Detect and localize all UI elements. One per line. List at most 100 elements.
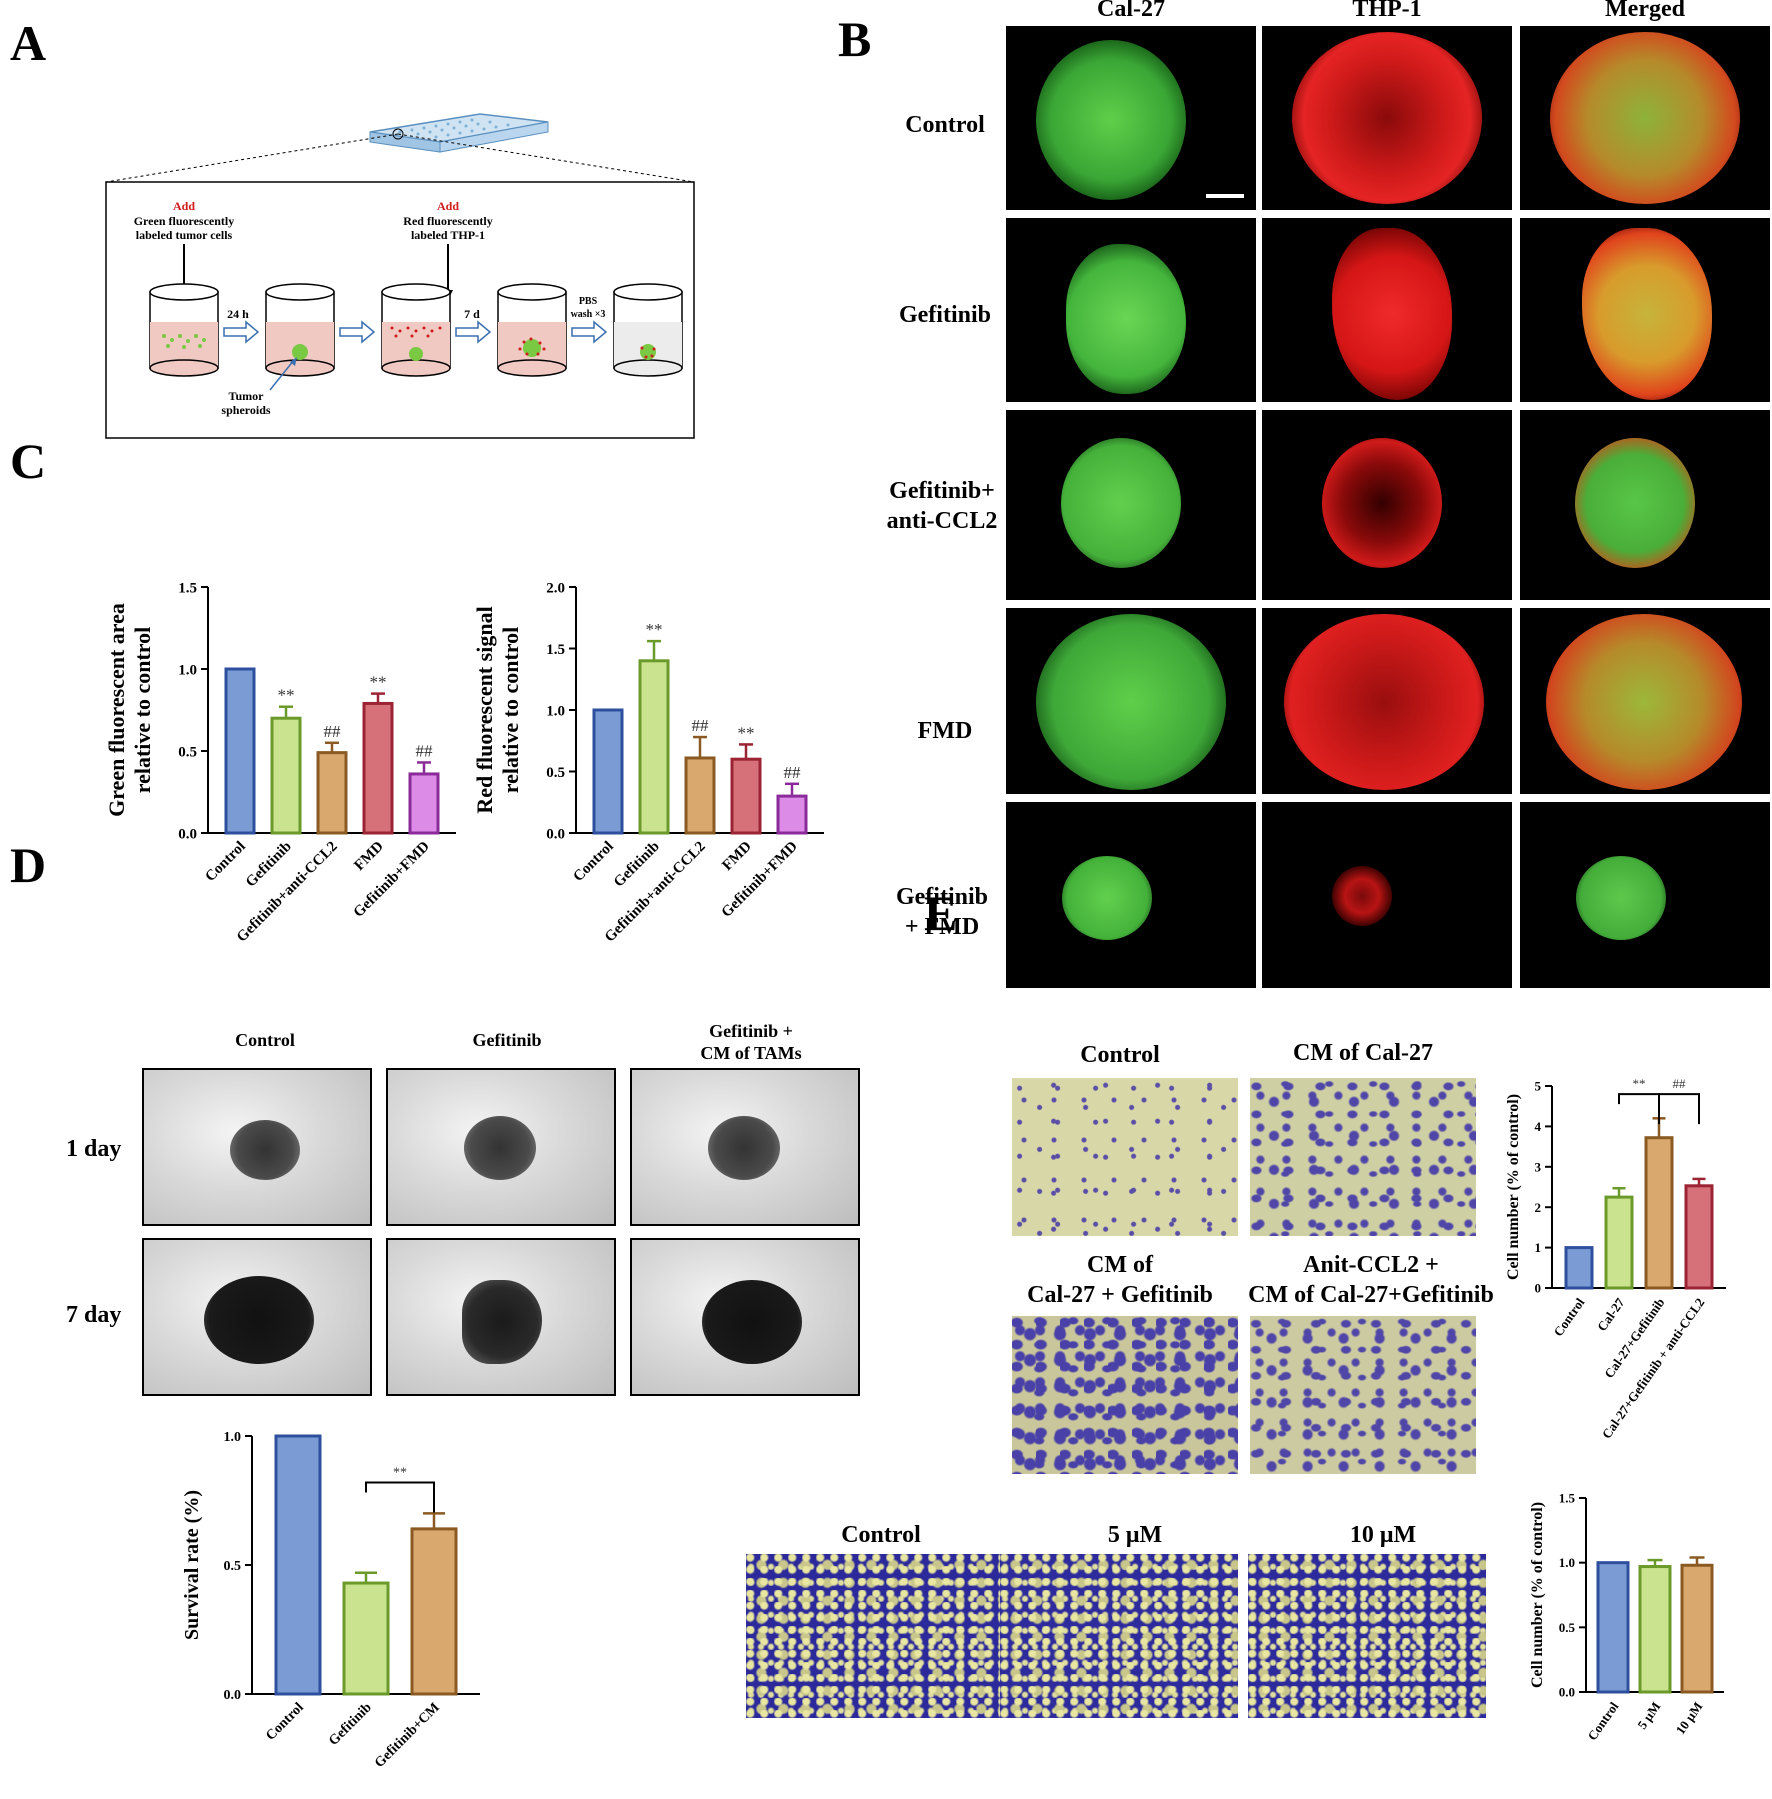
significance-mark: ** (278, 686, 295, 705)
category-label: Control (263, 1700, 307, 1744)
image-d-control-1day (142, 1068, 372, 1226)
f-label-5um: 5 μM (1107, 1522, 1163, 1548)
f-label-control: Control (841, 1522, 921, 1548)
schematic-panel: Add Green fluorescently labeled tumor ce… (100, 100, 800, 445)
col-header-cal27: Cal-27 (1097, 0, 1165, 22)
category-label: FMD (351, 838, 387, 874)
y-tick-label: 1.5 (1559, 1491, 1576, 1506)
bar (592, 708, 624, 835)
panel-label-c: C (10, 433, 47, 489)
image-gefitinib-cal27 (1006, 218, 1256, 402)
row-label-gefitinib-fmd: Gefitinib + FMD (862, 882, 1022, 942)
well-plate-icon (369, 113, 549, 153)
category-label: Gefitinib+CM (372, 1700, 443, 1771)
row-label-line1: Gefitinib+ (889, 478, 995, 504)
d-row-7day: 7 day (66, 1302, 122, 1328)
y-tick-label: 0.0 (546, 826, 565, 842)
y-axis-label: relative to control (498, 627, 523, 794)
y-tick-label: 1.5 (178, 580, 197, 596)
bar (638, 659, 670, 835)
image-control-cal27 (1006, 26, 1256, 210)
wash-line1: PBS (579, 296, 598, 307)
add-label-2: Add (437, 199, 459, 213)
panel-label-e: E (924, 885, 958, 941)
significance-bracket (365, 1481, 435, 1513)
image-gefitinib-anticcl2-thp1 (1262, 410, 1512, 600)
d-row-1day: 1 day (66, 1136, 122, 1162)
category-label: FMD (719, 838, 755, 874)
y-tick-label: 1.0 (546, 703, 565, 719)
row-label-control-text: Control (905, 112, 985, 138)
image-e-cm-cal27 (1250, 1078, 1476, 1236)
add-label-1: Add (173, 199, 195, 213)
y-tick-label: 2.0 (546, 580, 565, 596)
image-fmd-thp1 (1262, 608, 1512, 794)
category-label: Control (202, 839, 248, 885)
category-label: Control (1550, 1295, 1587, 1339)
image-f-10um (1248, 1554, 1486, 1718)
panel-label-a: A (10, 15, 47, 71)
wash-line2: wash ×3 (571, 309, 606, 320)
significance-bracket (1618, 1093, 1660, 1125)
category-label: Control (1584, 1699, 1621, 1743)
bar (1680, 1563, 1714, 1694)
e-label-cm-cal27: CM of Cal-27 (1293, 1040, 1433, 1066)
spheroid-line1: Tumor (229, 389, 265, 403)
significance-mark: ## (416, 741, 434, 760)
well-2 (265, 283, 335, 377)
image-d-control-7day (142, 1238, 372, 1396)
row-label-line2: + FMD (904, 914, 980, 940)
step2-line1: Red fluorescently (403, 214, 492, 228)
step1-line1: Green fluorescently (134, 214, 235, 228)
y-tick-label: 2 (1535, 1200, 1542, 1215)
row-label-gefitinib-anticcl2: Gefitinib+ anti-CCL2 (862, 476, 1022, 536)
row-label-fmd-text: FMD (917, 718, 973, 744)
y-tick-label: 1.0 (224, 1430, 242, 1445)
time-24h: 24 h (227, 307, 249, 321)
image-fmd-merged (1520, 608, 1770, 794)
category-label: 10 μM (1673, 1699, 1706, 1737)
significance-mark: ** (646, 620, 663, 639)
bar (408, 772, 440, 835)
image-fmd-cal27 (1006, 608, 1256, 794)
significance-mark: ** (1633, 1076, 1646, 1091)
spheroid-line2: spheroids (221, 403, 270, 417)
image-d-gefitinib-cm-7day (630, 1238, 860, 1396)
y-axis-label: relative to control (130, 627, 155, 794)
significance-mark: ## (692, 716, 710, 735)
significance-mark: ** (370, 673, 387, 692)
image-control-thp1 (1262, 26, 1512, 210)
image-f-control (746, 1554, 1012, 1718)
image-gefitinib-fmd-thp1 (1262, 802, 1512, 988)
image-gefitinib-anticcl2-cal27 (1006, 410, 1256, 600)
y-axis-label: Cell number (% of control) (1505, 1094, 1522, 1280)
image-gefitinib-thp1 (1262, 218, 1512, 402)
significance-mark: ## (784, 763, 802, 782)
significance-mark: ** (393, 1465, 407, 1480)
bar (316, 751, 348, 835)
category-label: 5 μM (1634, 1699, 1663, 1732)
time-7d: 7 d (464, 307, 480, 321)
well-3 (381, 283, 451, 377)
image-f-5um (1000, 1554, 1238, 1718)
y-tick-label: 4 (1535, 1119, 1542, 1134)
image-e-cm-cal27-gefitinib (1012, 1316, 1238, 1474)
significance-mark: ## (324, 722, 342, 741)
bar (1684, 1184, 1714, 1290)
bar (274, 1434, 322, 1696)
bar (1564, 1246, 1594, 1290)
category-label: Cal-27 (1594, 1295, 1628, 1334)
y-axis-label: Cell number (% of control) (1529, 1502, 1546, 1688)
chart-f-cell-number: 0.0 0.5 1.0 1.5 Cell number (% of control) Co… (1529, 1491, 1724, 1743)
bar (1604, 1195, 1634, 1290)
bar (684, 756, 716, 835)
step2-line2: labeled THP-1 (411, 228, 485, 242)
y-tick-label: 1.5 (546, 642, 565, 658)
row-label-line1: Gefitinib (895, 884, 988, 910)
well-5 (613, 283, 683, 377)
bar (270, 716, 302, 835)
y-tick-label: 0.5 (546, 765, 565, 781)
category-label: Control (570, 839, 616, 885)
y-tick-label: 0.0 (1559, 1685, 1575, 1700)
image-control-merged (1520, 26, 1770, 210)
